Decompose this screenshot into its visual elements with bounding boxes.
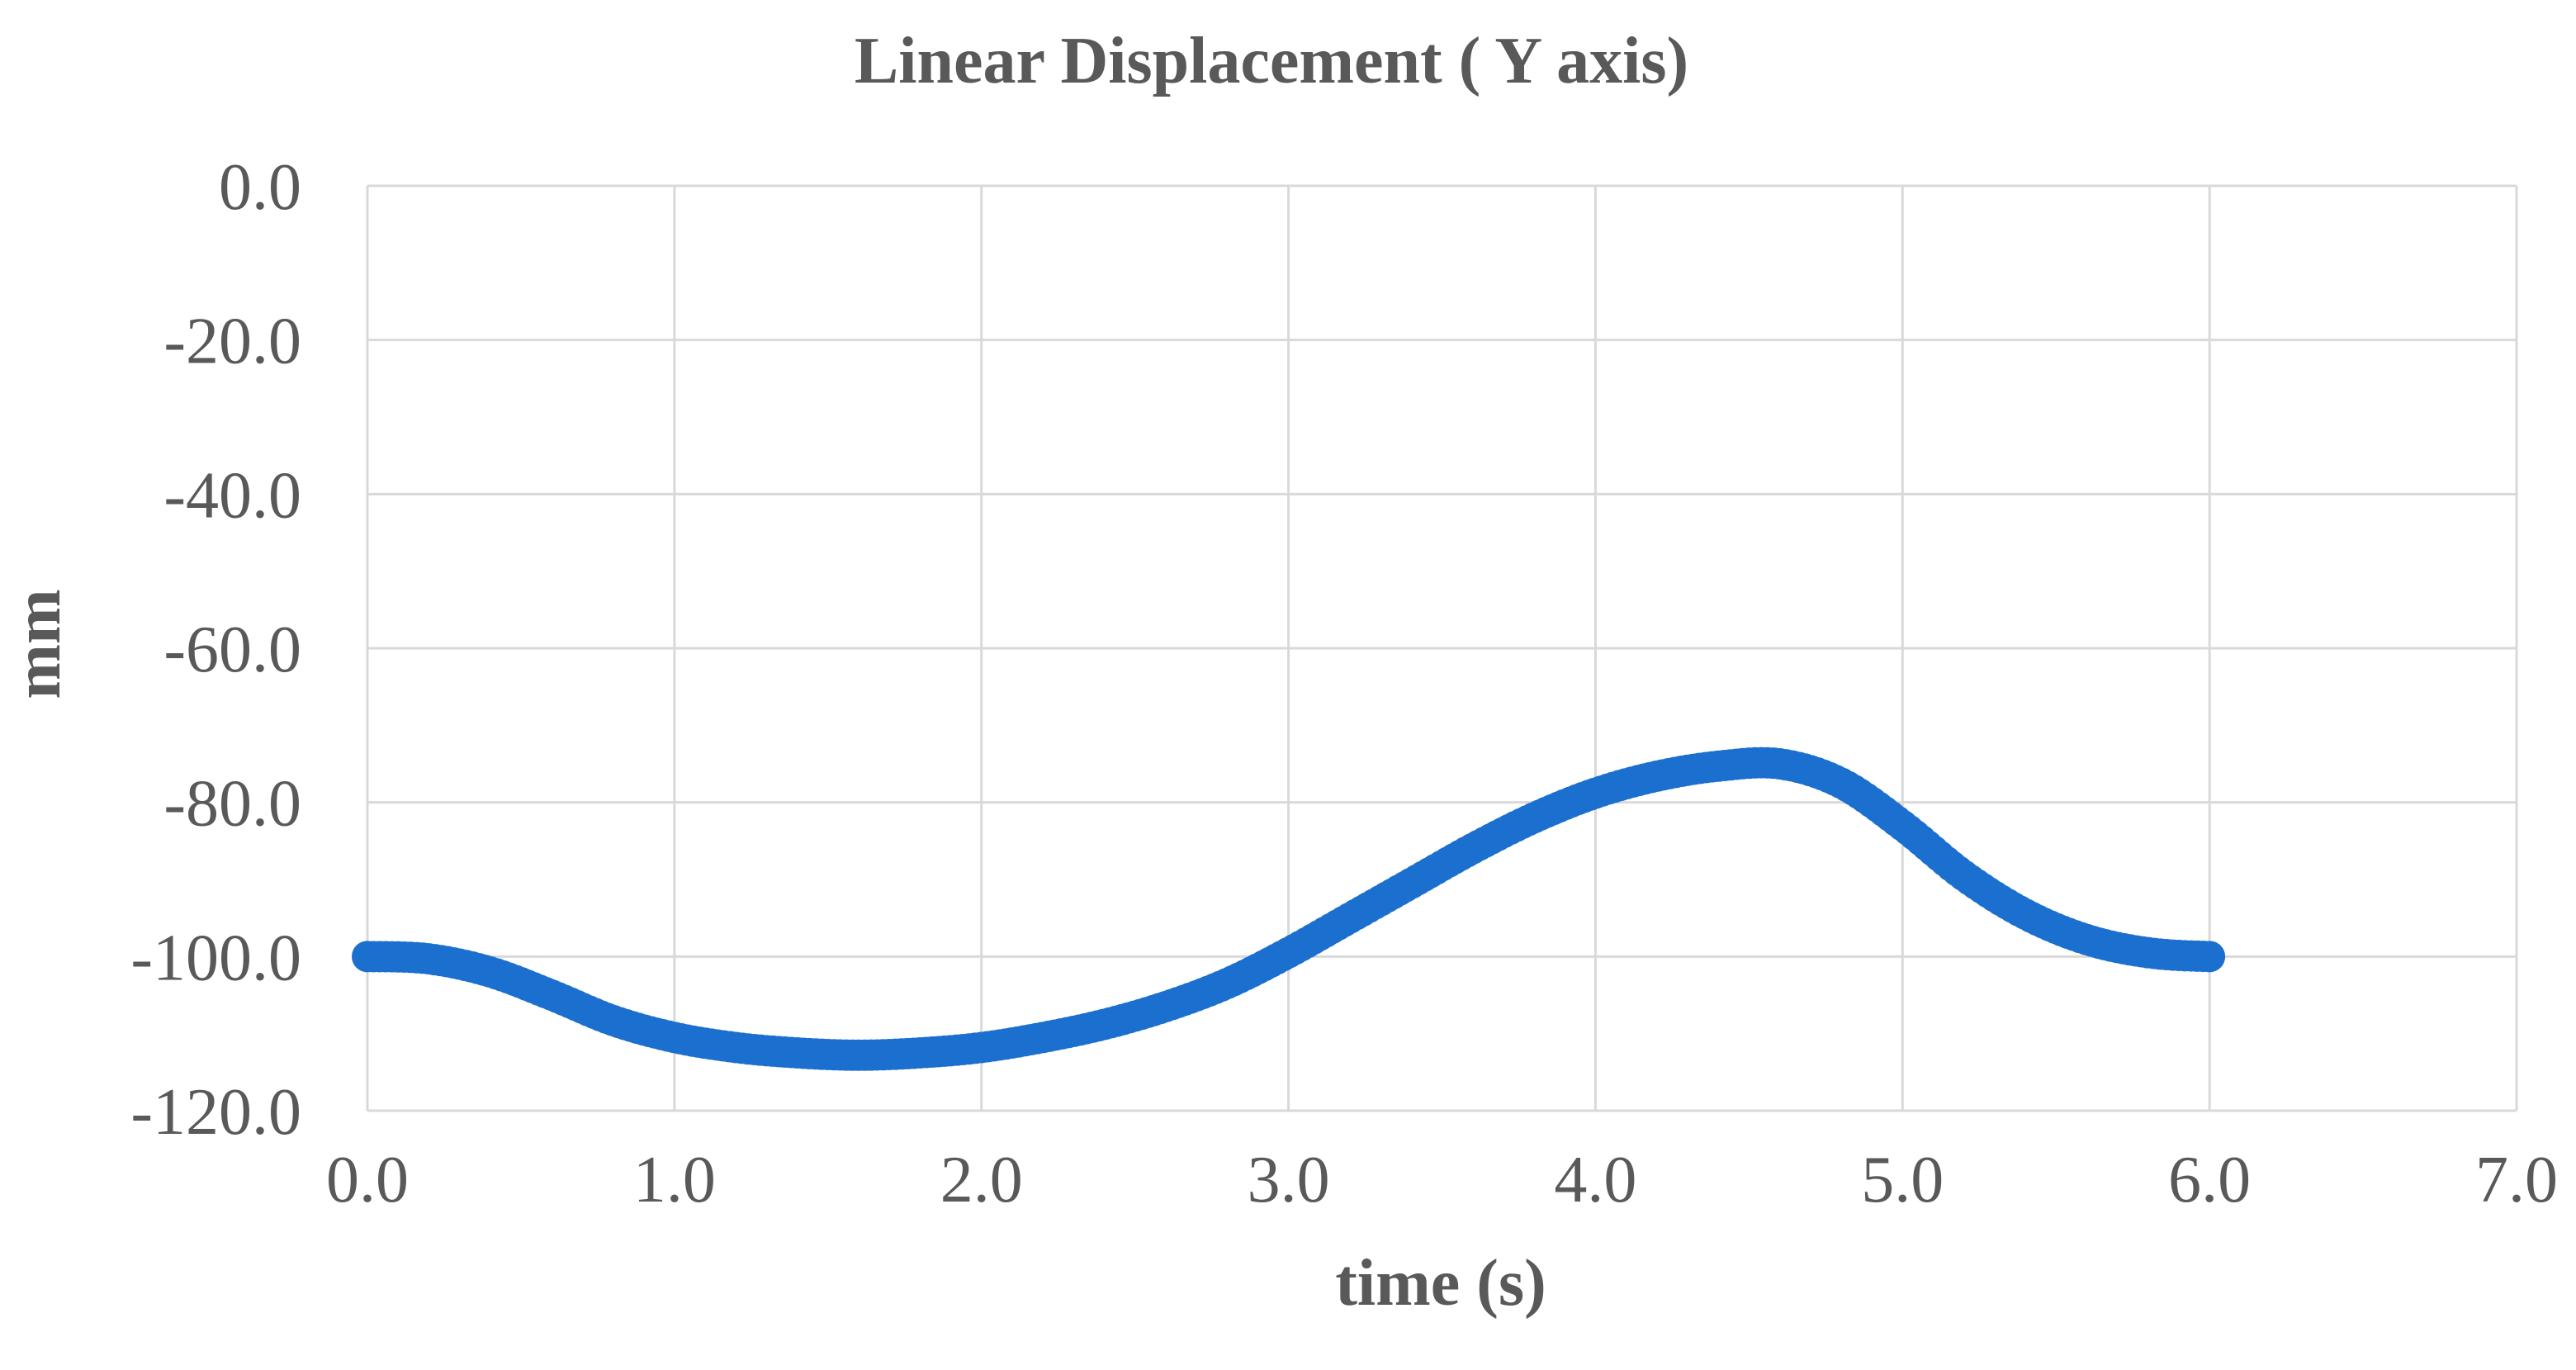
y-tick-label: -120.0 xyxy=(130,1076,301,1149)
y-axis-title: mm xyxy=(2,589,74,699)
x-tick-label: 2.0 xyxy=(940,1144,1023,1216)
x-tick-label: 3.0 xyxy=(1248,1144,1330,1216)
gridlines xyxy=(366,184,2518,1112)
chart-title: Linear Displacement ( Y axis) xyxy=(855,25,1688,97)
y-tick-label: -20.0 xyxy=(163,306,301,378)
x-axis-ticks: 0.0 1.0 2.0 3.0 4.0 5.0 6.0 7.0 xyxy=(326,1144,2558,1216)
x-tick-label: 1.0 xyxy=(633,1144,716,1216)
y-tick-label: -100.0 xyxy=(130,922,301,994)
y-tick-label: 0.0 xyxy=(219,151,301,224)
y-axis-ticks: 0.0 -20.0 -40.0 -60.0 -80.0 -100.0 -120.0 xyxy=(130,151,301,1149)
data-series xyxy=(352,747,2226,1071)
y-tick-label: -60.0 xyxy=(163,614,301,686)
y-tick-label: -80.0 xyxy=(163,768,301,841)
y-tick-label: -40.0 xyxy=(163,459,301,532)
data-point xyxy=(2194,941,2226,973)
x-tick-label: 4.0 xyxy=(1554,1144,1636,1216)
x-tick-label: 7.0 xyxy=(2475,1144,2558,1216)
x-tick-label: 5.0 xyxy=(1861,1144,1944,1216)
x-tick-label: 0.0 xyxy=(326,1144,409,1216)
x-axis-title: time (s) xyxy=(1335,1247,1546,1320)
x-tick-label: 6.0 xyxy=(2168,1144,2251,1216)
